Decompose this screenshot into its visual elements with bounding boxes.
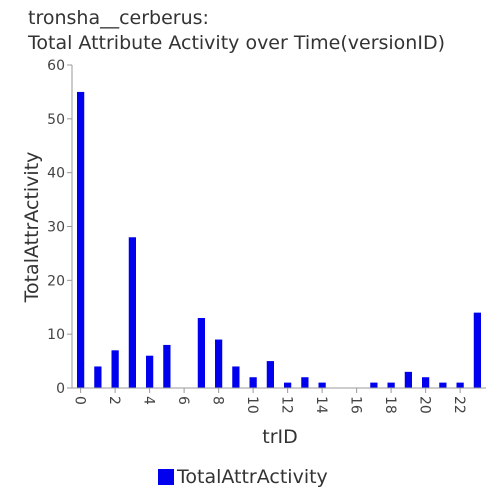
bar-7 (197, 318, 205, 388)
x-tick-label: 4 (141, 396, 157, 405)
bar-3 (128, 237, 136, 388)
chart-title: tronsha__cerberus: Total Attribute Activ… (28, 6, 445, 56)
bar-1 (94, 366, 102, 388)
bars (77, 91, 481, 389)
bar-18 (387, 382, 395, 388)
chart-title-line-1: tronsha__cerberus: (28, 7, 209, 29)
bar-21 (439, 382, 447, 388)
x-tick-label: 20 (417, 396, 433, 414)
y-tick-label: 0 (56, 381, 65, 397)
x-tick-label: 0 (72, 396, 88, 405)
x-axis-ticks: 0 2 4 6 8 10 12 14 16 18 20 22 (72, 388, 467, 414)
y-tick-label: 50 (47, 112, 65, 128)
x-tick-label: 2 (106, 396, 122, 405)
x-tick-label: 16 (348, 396, 364, 414)
bar-10 (249, 377, 257, 388)
bar-17 (370, 382, 378, 388)
y-tick-label: 60 (47, 58, 65, 74)
x-tick-label: 6 (175, 396, 191, 405)
bar-23 (473, 312, 481, 388)
x-tick-label: 12 (279, 396, 295, 414)
x-tick-label: 10 (244, 396, 260, 414)
x-axis-title: trID (262, 426, 298, 448)
bar-12 (284, 382, 292, 388)
y-axis-ticks: 0 10 20 30 40 50 60 (47, 58, 72, 397)
bar-9 (232, 366, 240, 388)
legend-label: TotalAttrActivity (177, 466, 328, 488)
y-tick-label: 40 (47, 166, 65, 182)
y-tick-label: 10 (47, 327, 65, 343)
bar-8 (215, 339, 223, 388)
x-tick-label: 18 (382, 396, 398, 414)
x-tick-label: 22 (451, 396, 467, 414)
y-axis-title: TotalAttrActivity (21, 152, 43, 304)
bar-5 (163, 344, 171, 388)
bar-2 (111, 350, 119, 388)
bar-13 (301, 377, 309, 388)
y-tick-label: 30 (47, 220, 65, 236)
legend: TotalAttrActivity (158, 466, 328, 488)
bar-22 (456, 382, 464, 388)
bar-20 (422, 377, 430, 388)
y-tick-label: 20 (47, 273, 65, 289)
bar-14 (318, 382, 326, 388)
bar-11 (266, 361, 274, 388)
x-tick-label: 14 (313, 396, 329, 414)
chart-title-line-2: Total Attribute Activity over Time(versi… (28, 32, 445, 54)
bar-0 (77, 91, 85, 389)
bar-4 (146, 355, 154, 388)
legend-swatch (158, 469, 174, 485)
x-tick-label: 8 (210, 396, 226, 405)
bar-19 (404, 371, 412, 388)
